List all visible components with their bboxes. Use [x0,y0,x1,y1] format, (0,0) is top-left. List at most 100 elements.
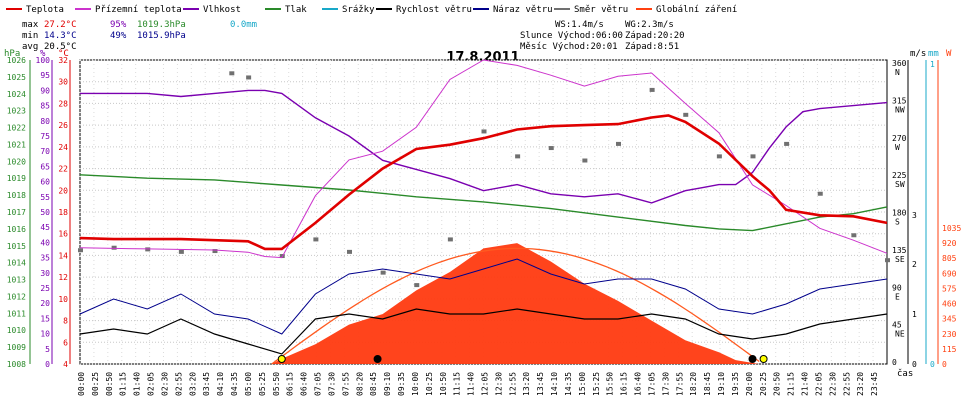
wind-dir-point [229,71,235,76]
stats-panel: max 27.2°C 95% 1019.3hPa 0.0mm min 14.3°… [22,20,257,52]
tick-dir-name: E [895,292,900,301]
tick-time: 08:45 [369,372,378,396]
tick-hpa: 1012 [7,292,26,301]
wind-wg: WG:2.3m/s [625,20,674,30]
tick-pct: 30 [40,269,50,278]
series-pressure [79,174,888,232]
wind-dir-point [750,154,756,159]
tick-time: 08:20 [355,372,364,396]
tick-degc: 14 [58,251,68,260]
tick-time: 22:30 [828,372,837,396]
tick-degc: 10 [58,295,68,304]
tick-time: 17:30 [661,372,670,396]
tick-time: 21:15 [787,372,796,396]
wind-dir-point [683,112,689,117]
tick-time: 15:25 [592,372,601,396]
tick-dir-deg: 225 [892,171,907,180]
tick-pct: 95 [40,71,50,80]
wind-dir-point [784,141,790,146]
tick-w: 115 [942,345,957,354]
stat-max-temp: 27.2°C [44,20,77,30]
tick-pct: 100 [36,56,51,65]
tick-time: 10:25 [425,372,434,396]
tick-time: 07:05 [314,372,323,396]
tick-w: 920 [942,239,957,248]
tick-time: 15:50 [606,372,615,396]
tick-dir-deg: 0 [892,358,897,367]
tick-dir-deg: 360 [892,59,907,68]
series-radiation-area [271,243,760,364]
tick-time: 13:45 [536,372,545,396]
tick-pct: 80 [40,117,50,126]
tick-time: 23:20 [856,372,865,396]
tick-pct: 60 [40,178,50,187]
stat-max-hum: 95% [110,20,127,30]
tick-time: 11:15 [453,372,462,396]
tick-dir-deg: 270 [892,134,907,143]
tick-hpa: 1022 [7,124,26,133]
tick-degc: 4 [63,360,68,369]
tick-time: 05:25 [258,372,267,396]
stat-max-rain: 0.0mm [230,20,257,30]
tick-time: 04:35 [230,372,239,396]
tick-time: 16:15 [620,372,629,396]
tick-hpa: 1011 [7,309,26,318]
tick-degc: 6 [63,338,68,347]
wind-dir-point [447,237,453,242]
tick-hpa: 1008 [7,360,26,369]
tick-time: 12:30 [494,372,503,396]
legend-label: Vlhkost [203,5,241,15]
sun-set: Západ:20:20 [625,31,685,41]
tick-time: 13:20 [522,372,531,396]
tick-time: 00:00 [77,372,86,396]
legend-label: Rychlost větru [396,5,472,15]
tick-time: 14:10 [550,372,559,396]
wind-dir-point [649,87,655,92]
tick-pct: 15 [40,314,50,323]
tick-time: 10:00 [411,372,420,396]
stat-min-hum: 49% [110,31,127,41]
wind-dir-point [414,283,420,288]
tick-hpa: 1021 [7,140,26,149]
moonrise-marker [748,355,757,363]
legend-label: Náraz větru [493,5,553,15]
tick-time: 11:40 [467,372,476,396]
tick-w: 805 [942,254,957,263]
tick-time: 12:55 [508,372,517,396]
tick-time: 17:05 [647,372,656,396]
tick-time: 20:25 [759,372,768,396]
tick-hpa: 1023 [7,107,26,116]
tick-hpa: 1010 [7,326,26,335]
series-radiation-theoretical [271,247,760,365]
tick-time: 18:20 [689,372,698,396]
wind-dir-point [851,233,857,238]
stat-avg-temp: 20.5°C [44,42,77,52]
tick-dir-deg: 315 [892,96,907,105]
tick-w: 460 [942,300,957,309]
tick-time: 06:15 [286,372,295,396]
tick-hpa: 1026 [7,56,26,65]
wind-dir-point [616,141,621,146]
tick-time: 00:25 [91,372,100,396]
tick-degc: 20 [58,186,68,195]
wind-dir-point [313,237,319,242]
tick-pct: 50 [40,208,50,217]
series-wind-speed [79,308,888,355]
tick-time: 01:15 [119,372,128,396]
tick-w: 0 [942,360,947,369]
tick-time: 20:50 [773,372,782,396]
tick-dir-name: NW [895,105,905,114]
sun-rise: Slunce Východ:06:00 [520,31,623,41]
tick-pct: 40 [40,238,50,247]
tick-pct: 75 [40,132,50,141]
tick-time: 17:55 [675,372,684,396]
tick-dir-deg: 135 [892,246,907,255]
tick-time: 01:40 [133,372,142,396]
moon-set: Západ:8:51 [625,42,679,52]
plot-area: 1026102510241023102210211020101910181017… [7,56,962,396]
wind-dir-point [582,158,588,163]
tick-hpa: 1013 [7,276,26,285]
wind-dir-point [212,249,218,254]
axis-time-label: čas [897,368,913,379]
tick-time: 00:50 [105,372,114,396]
